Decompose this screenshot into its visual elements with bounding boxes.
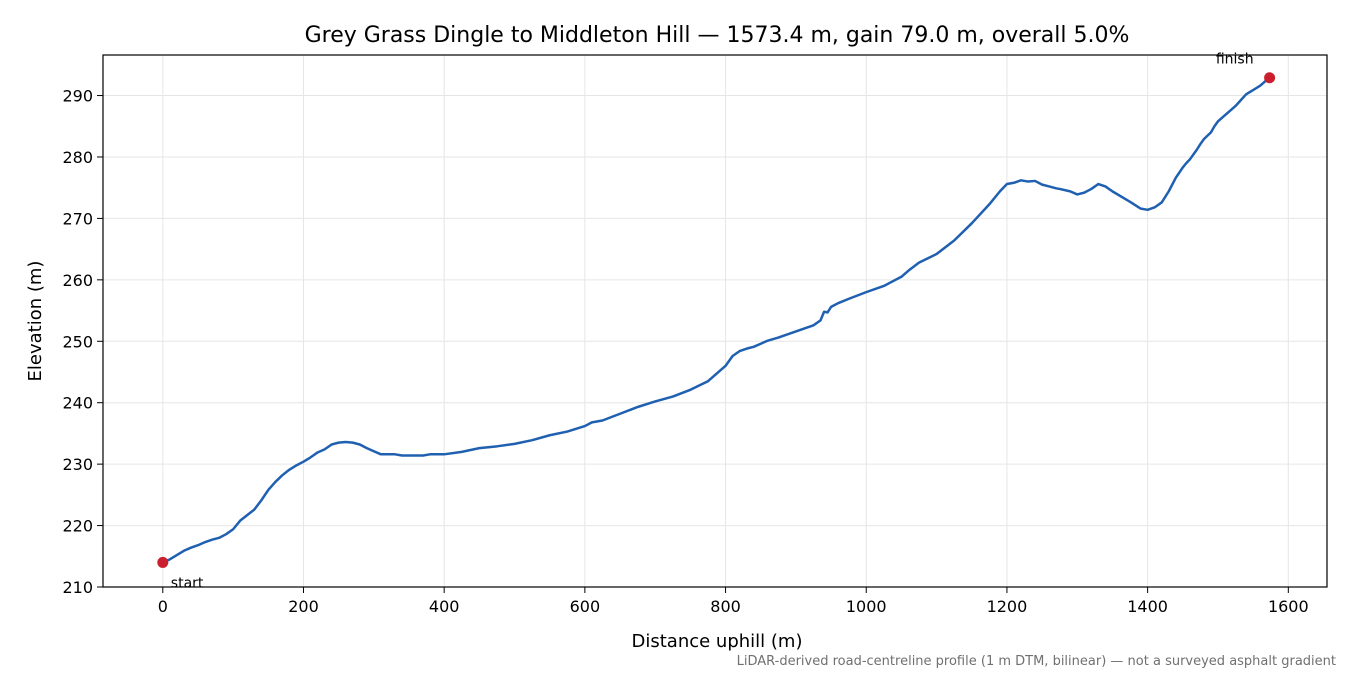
x-tick-label: 400	[429, 597, 460, 616]
y-tick-label: 270	[62, 209, 93, 228]
y-tick-label: 240	[62, 394, 93, 413]
y-tick-label: 210	[62, 578, 93, 597]
x-tick-label: 800	[710, 597, 741, 616]
chart-title: Grey Grass Dingle to Middleton Hill — 15…	[305, 23, 1130, 48]
y-tick-label: 260	[62, 271, 93, 290]
x-tick-label: 1000	[846, 597, 887, 616]
footnote: LiDAR-derived road-centreline profile (1…	[737, 654, 1336, 669]
start-marker	[157, 556, 169, 568]
endpoint-markers: start finish	[157, 52, 1276, 591]
y-tick-label: 280	[62, 148, 93, 167]
y-tick-label: 220	[62, 517, 93, 536]
elevation-line	[162, 76, 1271, 564]
y-tick-label: 230	[62, 455, 93, 474]
x-tick-label: 200	[288, 597, 319, 616]
grid	[103, 55, 1327, 588]
x-tick-label: 600	[570, 597, 601, 616]
y-tick-label: 290	[62, 87, 93, 106]
y-tick-label: 250	[62, 332, 93, 351]
x-axis-ticks: 0 200 400 600 800 1000 1200 1400 1600	[158, 587, 1309, 616]
x-tick-label: 1200	[987, 597, 1028, 616]
x-tick-label: 1400	[1127, 597, 1168, 616]
y-axis-ticks: 210 220 230 240 250 260 270 280 290	[62, 87, 103, 597]
y-axis-label: Elevation (m)	[25, 261, 46, 382]
finish-label: finish	[1216, 52, 1254, 68]
finish-marker	[1264, 72, 1276, 84]
x-tick-label: 1600	[1268, 597, 1309, 616]
x-axis-label: Distance uphill (m)	[632, 631, 803, 652]
plot-frame	[102, 54, 1328, 588]
start-label: start	[171, 575, 204, 591]
x-tick-label: 0	[158, 597, 168, 616]
